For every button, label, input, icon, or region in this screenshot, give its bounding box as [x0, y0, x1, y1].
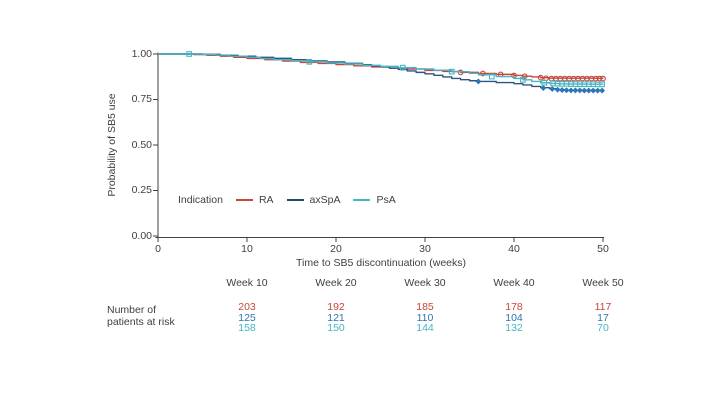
risk-header: Week 10 [226, 277, 268, 289]
risk-column-week10: Week 10 203 125 158 [205, 277, 289, 334]
risk-value-axspa: 125 [238, 311, 256, 324]
legend-label-ra: RA [258, 194, 274, 206]
risk-header: Week 40 [493, 277, 535, 289]
risk-value-ra: 185 [416, 301, 434, 313]
risk-value-axspa: 121 [327, 311, 345, 324]
y-tick-label: 0.75 [131, 93, 152, 105]
risk-value-ra: 117 [594, 301, 612, 313]
x-tick-label: 40 [508, 243, 520, 255]
x-tick-label: 20 [330, 243, 342, 255]
ra-line-swatch [235, 199, 253, 201]
risk-value-psa: 70 [597, 322, 609, 335]
legend-item-axspa: axSpA [286, 194, 341, 206]
y-tick-label: 1.00 [131, 48, 152, 60]
risk-label-line2: patients at risk [107, 315, 175, 328]
risk-column-week30: Week 30 185 110 144 [383, 277, 467, 334]
legend: Indication RA axSpA PsA [178, 194, 396, 206]
y-tick-label: 0.25 [131, 184, 152, 196]
y-axis-title: Probability of SB5 use [106, 93, 118, 197]
risk-value-psa: 150 [327, 322, 345, 335]
risk-value-axspa: 17 [597, 311, 609, 324]
risk-header: Week 20 [315, 277, 357, 289]
y-tick-label: 0.50 [131, 139, 152, 151]
x-tick-label: 10 [241, 243, 253, 255]
legend-item-ra: RA [235, 194, 274, 206]
x-tick-label: 0 [155, 243, 161, 255]
x-tick-label: 50 [597, 243, 609, 255]
risk-value-axspa: 104 [505, 311, 523, 324]
axspa-line-swatch [286, 199, 304, 201]
risk-value-ra: 203 [238, 301, 256, 313]
legend-title: Indication [178, 194, 223, 206]
risk-value-psa: 144 [416, 322, 434, 335]
risk-table-row-label: Number of patients at risk [107, 304, 175, 328]
risk-header: Week 50 [582, 277, 624, 289]
risk-column-week20: Week 20 192 121 150 [294, 277, 378, 334]
risk-value-ra: 178 [505, 301, 523, 313]
risk-column-week40: Week 40 178 104 132 [472, 277, 556, 334]
x-axis-title: Time to SB5 discontinuation (weeks) [295, 257, 467, 269]
risk-header: Week 30 [404, 277, 446, 289]
legend-label-axspa: axSpA [309, 194, 341, 206]
x-tick-label: 30 [419, 243, 431, 255]
legend-label-psa: PsA [376, 194, 396, 206]
risk-value-psa: 132 [505, 322, 523, 335]
y-tick-label: 0.00 [131, 230, 152, 242]
risk-value-axspa: 110 [416, 311, 434, 324]
risk-value-ra: 192 [327, 301, 345, 313]
risk-label-line1: Number of [107, 304, 157, 316]
legend-item-psa: PsA [353, 194, 396, 206]
psa-line-swatch [353, 199, 371, 201]
risk-column-week50: Week 50 117 17 70 [561, 277, 645, 334]
risk-value-psa: 158 [238, 322, 256, 335]
